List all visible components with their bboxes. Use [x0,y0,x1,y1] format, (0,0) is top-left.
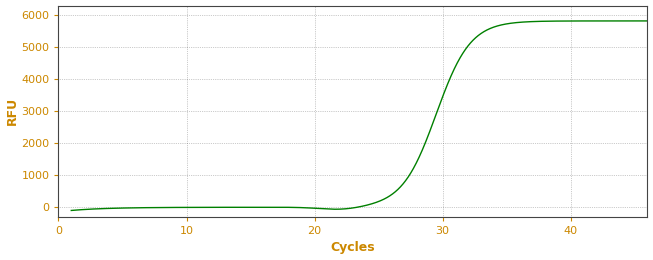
Y-axis label: RFU: RFU [6,97,18,125]
X-axis label: Cycles: Cycles [330,242,375,255]
